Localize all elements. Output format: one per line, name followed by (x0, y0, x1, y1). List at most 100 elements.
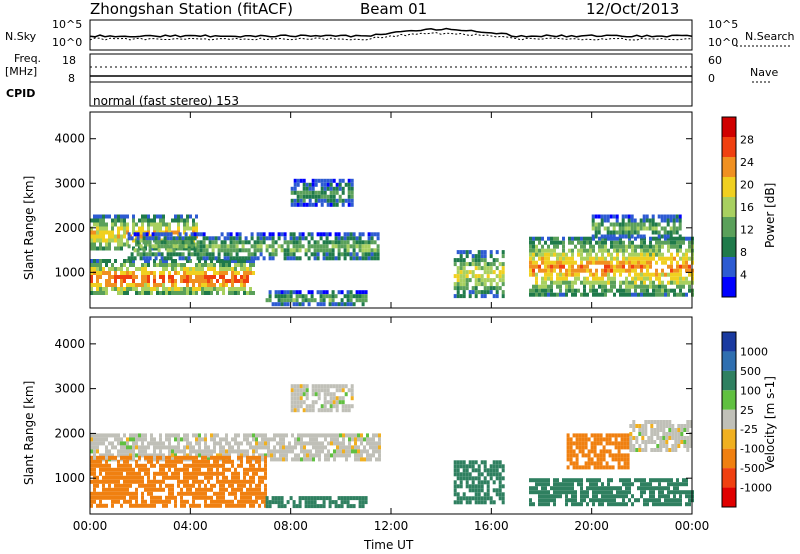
heatmap-cell (174, 230, 177, 235)
heatmap-cell (597, 226, 601, 231)
heatmap-cell (243, 433, 246, 438)
heatmap-cell (617, 433, 621, 438)
heatmap-cell (225, 263, 228, 267)
heatmap-cell (566, 453, 570, 458)
heatmap-cell (159, 449, 162, 454)
heatmap-cell (598, 240, 601, 245)
heatmap-cell (135, 283, 138, 287)
heatmap-cell (604, 292, 607, 297)
heatmap-cell (591, 234, 595, 239)
heatmap-cell (132, 263, 135, 267)
heatmap-cell (317, 396, 321, 401)
heatmap-cell (204, 445, 207, 450)
heatmap-cell (253, 256, 257, 261)
heatmap-cell (363, 449, 366, 454)
heatmap-cell (243, 287, 246, 291)
heatmap-cell (559, 292, 562, 297)
heatmap-cell (96, 287, 99, 291)
heatmap-cell (150, 218, 153, 223)
heatmap-cell (584, 437, 588, 442)
heatmap-cell (662, 424, 666, 428)
heatmap-cell (93, 495, 96, 500)
heatmap-cell (583, 280, 586, 285)
heatmap-cell (532, 502, 535, 507)
heatmap-cell (480, 254, 484, 259)
heatmap-cell (659, 424, 663, 428)
heatmap-cell (259, 248, 263, 253)
heatmap-cell (328, 298, 332, 303)
heatmap-cell (141, 291, 144, 295)
heatmap-cell (307, 496, 311, 501)
heatmap-cell (580, 252, 583, 257)
heatmap-cell (108, 267, 111, 271)
heatmap-cell (171, 259, 174, 263)
heatmap-cell (144, 445, 147, 450)
heatmap-cell (613, 244, 616, 249)
heatmap-cell (240, 283, 243, 287)
heatmap-cell (105, 263, 108, 267)
heatmap-cell (547, 490, 550, 495)
heatmap-cell (150, 459, 153, 464)
heatmap-cell (640, 256, 643, 261)
heatmap-cell (544, 280, 547, 285)
heatmap-cell (238, 240, 242, 245)
heatmap-cell (562, 478, 565, 483)
heatmap-cell (326, 194, 330, 199)
heatmap-cell (677, 444, 681, 448)
heatmap-cell (156, 226, 159, 231)
heatmap-cell (234, 495, 237, 500)
heatmap-cell (90, 230, 93, 235)
heatmap-cell (574, 268, 577, 273)
heatmap-cell (282, 437, 285, 442)
heatmap-cell (346, 302, 350, 307)
heatmap-cell (360, 453, 363, 458)
heatmap-cell (213, 441, 216, 446)
heatmap-cell (453, 464, 457, 469)
heatmap-cell (111, 433, 114, 438)
heatmap-cell (601, 240, 604, 245)
heatmap-cell (99, 437, 102, 442)
heatmap-cell (183, 499, 186, 504)
heatmap-cell (102, 222, 105, 227)
heatmap-cell (465, 500, 469, 505)
heatmap-cell (246, 471, 249, 476)
heatmap-cell (613, 284, 616, 289)
heatmap-cell (344, 198, 348, 203)
heatmap-cell (120, 226, 123, 231)
heatmap-cell (232, 256, 236, 261)
heatmap-cell (141, 445, 144, 450)
heatmap-cell (333, 433, 336, 438)
heatmap-cell (177, 467, 180, 472)
heatmap-cell (586, 280, 589, 285)
heatmap-cell (241, 248, 245, 253)
heatmap-cell (225, 441, 228, 446)
heatmap-cell (204, 259, 207, 263)
heatmap-cell (577, 272, 580, 277)
heatmap-cell (225, 479, 228, 484)
heatmap-cell (192, 463, 195, 468)
heatmap-cell (198, 445, 201, 450)
heatmap-cell (501, 290, 505, 295)
heatmap-cell (111, 453, 114, 458)
heatmap-cell (177, 479, 180, 484)
heatmap-cell (171, 449, 174, 454)
heatmap-cell (177, 475, 180, 480)
heatmap-cell (123, 242, 126, 247)
heatmap-cell (337, 248, 341, 253)
heatmap-cell (610, 288, 613, 293)
xtick-label: 04:00 (173, 519, 208, 533)
heatmap-cell (628, 236, 631, 241)
heatmap-cell (262, 256, 266, 261)
heatmap-cell (192, 291, 195, 295)
heatmap-cell (604, 486, 607, 491)
heatmap-cell (132, 218, 135, 223)
ytick-label: 2000 (54, 426, 85, 440)
heatmap-cell (90, 459, 93, 464)
heatmap-cell (631, 240, 634, 245)
heatmap-cell (168, 226, 171, 231)
heatmap-cell (207, 495, 210, 500)
heatmap-cell (180, 246, 183, 251)
heatmap-cell (641, 428, 645, 432)
heatmap-cell (316, 290, 320, 295)
heatmap-cell (656, 428, 660, 432)
